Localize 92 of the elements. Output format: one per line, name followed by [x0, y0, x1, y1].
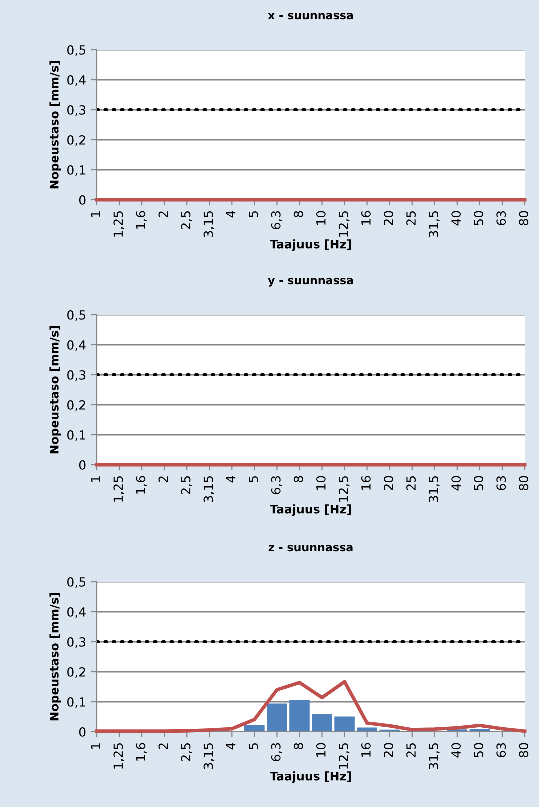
x-tick-label: 5 [249, 744, 258, 750]
x-tick-label: 1,25 [114, 744, 124, 769]
chart-title: y - suunnassa [268, 278, 354, 287]
x-tick-label: 1,25 [114, 476, 124, 502]
x-tick-label: 80 [519, 476, 529, 490]
x-tick-label: 40 [452, 743, 462, 758]
x-axis-title: Taajuus [Hz] [270, 772, 351, 784]
x-tick-label: 4 [226, 211, 236, 218]
x-tick-label: 2 [158, 476, 168, 482]
y-tick-label: 0,5 [68, 310, 86, 322]
x-tick-label: 8 [294, 476, 304, 483]
y-tick-label: 0,1 [68, 165, 86, 176]
x-tick-label: 25 [406, 744, 416, 758]
x-tick-label: 1 [91, 744, 100, 749]
x-tick-label: 8 [294, 743, 304, 750]
x-tick-label: 10 [316, 743, 326, 757]
x-tick-label: 10 [316, 211, 326, 225]
y-tick-label: 0,4 [68, 75, 86, 86]
x-tick-label: 20 [384, 476, 394, 490]
x-tick-label: 31,5 [429, 744, 440, 770]
x-tick-label: 4 [226, 743, 236, 750]
bar [312, 714, 332, 732]
x-tick-label: 5 [249, 212, 258, 218]
x-tick-label: 2,5 [181, 212, 192, 230]
x-tick-label: 1,6 [136, 476, 147, 494]
x-tick-label: 1,6 [136, 211, 147, 229]
y-tick-label: 0,1 [68, 430, 86, 442]
y-tick-label: 0,2 [68, 400, 86, 412]
x-tick-label: 1 [91, 476, 100, 482]
y-axis-title: Nopeustaso [mm/s] [50, 593, 62, 721]
y-tick-label: 0,5 [68, 45, 86, 56]
y-tick-label: 0,1 [68, 697, 86, 708]
x-tick-label: 12,5 [338, 744, 350, 769]
x-tick-label: 25 [406, 212, 416, 226]
bar [267, 704, 288, 732]
y-tick-label: 0,4 [68, 340, 86, 352]
x-tick-label: 31,5 [429, 212, 440, 238]
bar [290, 700, 310, 732]
x-tick-label: 2,5 [181, 476, 192, 494]
x-tick-label: 40 [452, 211, 462, 226]
x-tick-label: 31,5 [429, 476, 440, 502]
x-tick-label: 5 [249, 476, 258, 482]
bar [244, 725, 265, 732]
x-tick-label: 25 [406, 476, 416, 490]
chart-title: z - suunnassa [268, 545, 353, 552]
x-tick-label: 6,3 [271, 211, 282, 230]
x-tick-label: 2,5 [181, 744, 192, 762]
x-tick-label: 16 [361, 476, 371, 490]
x-tick-label: 1,25 [114, 212, 124, 237]
x-tick-label: 50 [474, 211, 484, 226]
bar [334, 716, 355, 732]
y-tick-label: 0,3 [68, 637, 86, 648]
x-tick-label: 2 [158, 744, 168, 750]
x-tick-label: 6,3 [271, 476, 282, 494]
x-tick-label: 12,5 [338, 212, 350, 237]
y-tick-label: 0 [79, 195, 86, 205]
x-tick-label: 63 [496, 476, 506, 490]
x-axis-title: Taajuus [Hz] [270, 240, 351, 252]
x-tick-label: 16 [361, 211, 371, 225]
chart-title: x - suunnassa [268, 13, 354, 20]
x-tick-label: 63 [496, 211, 506, 226]
x-axis-title: Taajuus [Hz] [270, 504, 351, 516]
x-tick-label: 40 [452, 476, 462, 491]
x-tick-label: 80 [519, 211, 529, 226]
x-tick-label: 50 [474, 476, 484, 490]
x-tick-label: 12,5 [338, 476, 350, 502]
x-tick-label: 63 [496, 743, 506, 758]
x-tick-label: 1,6 [136, 743, 147, 761]
x-tick-label: 6,3 [271, 743, 282, 762]
x-tick-label: 16 [361, 743, 371, 757]
y-tick-label: 0,2 [68, 667, 86, 678]
x-tick-label: 80 [519, 743, 529, 758]
y-tick-label: 0,3 [68, 105, 86, 116]
x-tick-label: 4 [226, 476, 236, 483]
y-tick-label: 0,2 [68, 135, 86, 146]
x-tick-label: 2 [158, 212, 168, 218]
y-tick-label: 0,4 [68, 607, 86, 618]
x-tick-label: 20 [384, 211, 394, 226]
x-tick-label: 3,15 [204, 212, 215, 238]
y-axis-title: Nopeustaso [mm/s] [50, 326, 62, 454]
y-tick-label: 0 [79, 727, 86, 737]
x-tick-label: 8 [294, 211, 304, 218]
x-tick-label: 1 [91, 212, 100, 217]
y-tick-label: 0,3 [68, 370, 86, 382]
y-tick-label: 0 [79, 460, 86, 470]
x-tick-label: 50 [474, 743, 484, 758]
y-axis-title: Nopeustaso [mm/s] [50, 61, 62, 189]
x-tick-label: 10 [316, 476, 326, 490]
y-tick-label: 0,5 [68, 577, 86, 588]
x-tick-label: 3,15 [204, 744, 215, 770]
x-tick-label: 20 [384, 743, 394, 758]
x-tick-label: 3,15 [204, 476, 215, 502]
